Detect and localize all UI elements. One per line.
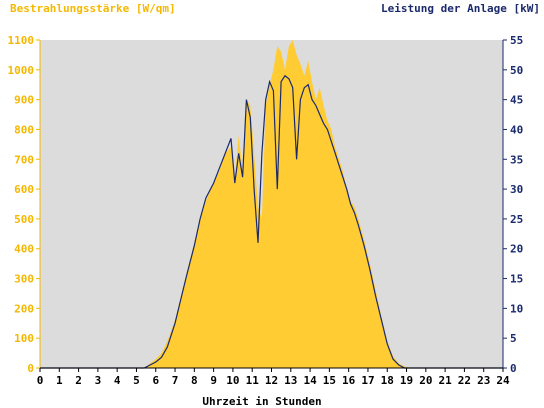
power-line xyxy=(40,74,503,369)
x-tick-label: 24 xyxy=(496,374,510,387)
y-left-tick-label: 700 xyxy=(14,153,34,166)
x-tick-label: 16 xyxy=(342,374,356,387)
y-right-tick-label: 25 xyxy=(510,213,523,226)
x-tick-label: 15 xyxy=(323,374,336,387)
x-tick-label: 14 xyxy=(303,374,317,387)
x-tick-label: 0 xyxy=(37,374,44,387)
y-right-tick-label: 40 xyxy=(510,123,523,136)
x-tick-label: 21 xyxy=(439,374,453,387)
x-tick-label: 8 xyxy=(191,374,198,387)
x-tick-label: 9 xyxy=(210,374,217,387)
irradiance-area xyxy=(144,40,417,368)
right-axis-label: Leistung der Anlage [kW] xyxy=(381,2,540,15)
y-left-tick-label: 1000 xyxy=(8,64,35,77)
power-line-group xyxy=(40,74,503,369)
x-tick-label: 6 xyxy=(152,374,159,387)
x-axis-label: Uhrzeit in Stunden xyxy=(202,395,321,408)
irradiance-area-group xyxy=(144,40,417,368)
x-tick-label: 7 xyxy=(172,374,179,387)
y-left-tick-label: 100 xyxy=(14,332,34,345)
y-left-tick-label: 0 xyxy=(27,362,34,375)
y-right-tick-label: 15 xyxy=(510,273,523,286)
x-tick-label: 20 xyxy=(419,374,432,387)
y-right-tick-label: 45 xyxy=(510,94,523,107)
x-tick-label: 17 xyxy=(361,374,374,387)
x-tick-label: 3 xyxy=(95,374,102,387)
y-right-tick-label: 0 xyxy=(510,362,517,375)
x-tick-label: 2 xyxy=(75,374,82,387)
y-left-tick-label: 800 xyxy=(14,123,34,136)
y-left-tick-label: 900 xyxy=(14,94,34,107)
x-tick-label: 10 xyxy=(226,374,239,387)
ticks-group: 0100200300400500600700800900100011000510… xyxy=(8,34,524,387)
x-tick-label: 12 xyxy=(265,374,278,387)
y-right-tick-label: 30 xyxy=(510,183,523,196)
y-left-tick-label: 600 xyxy=(14,183,34,196)
x-tick-label: 1 xyxy=(56,374,63,387)
y-right-tick-label: 20 xyxy=(510,243,523,256)
y-right-tick-label: 5 xyxy=(510,332,517,345)
x-tick-label: 23 xyxy=(477,374,490,387)
y-right-tick-label: 35 xyxy=(510,153,523,166)
x-tick-label: 13 xyxy=(284,374,297,387)
y-left-tick-label: 200 xyxy=(14,302,34,315)
y-left-tick-label: 400 xyxy=(14,243,34,256)
y-left-tick-label: 300 xyxy=(14,273,34,286)
y-left-tick-label: 500 xyxy=(14,213,34,226)
x-tick-label: 19 xyxy=(400,374,413,387)
x-tick-label: 11 xyxy=(246,374,260,387)
y-right-tick-label: 10 xyxy=(510,302,523,315)
left-axis-label: Bestrahlungsstärke [W/qm] xyxy=(10,2,176,15)
y-left-tick-label: 1100 xyxy=(8,34,35,47)
x-tick-label: 4 xyxy=(114,374,121,387)
x-tick-label: 5 xyxy=(133,374,140,387)
y-right-tick-label: 55 xyxy=(510,34,523,47)
x-tick-label: 18 xyxy=(381,374,394,387)
y-right-tick-label: 50 xyxy=(510,64,523,77)
x-tick-label: 22 xyxy=(458,374,471,387)
